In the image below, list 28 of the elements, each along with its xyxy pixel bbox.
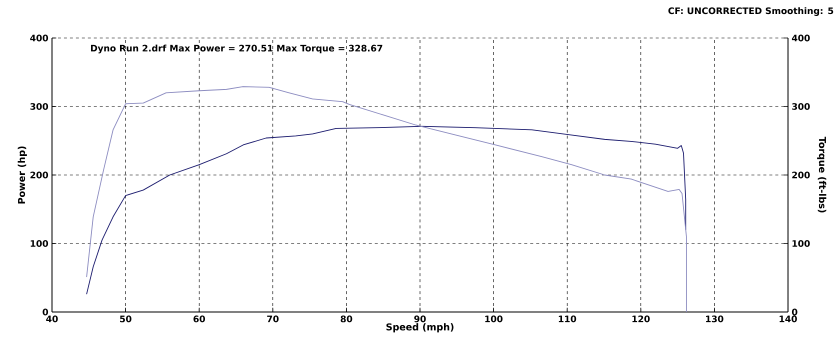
x-tick-label: 40 <box>46 316 58 322</box>
y-tick-label: 400 <box>30 34 48 42</box>
x-tick-label: 50 <box>120 316 132 322</box>
annotation: Dyno Run 2.drf Max Power = 270.51 Max Torque = 328.67 <box>91 44 382 54</box>
x-tick-label: 80 <box>340 316 352 322</box>
x-tick-label: 70 <box>267 316 279 322</box>
x-tick-label: 90 <box>414 316 426 322</box>
line-series <box>86 126 686 295</box>
x-tick-label: 60 <box>194 316 206 322</box>
y-tick-label: 100 <box>30 240 48 247</box>
y2-tick-label: 400 <box>792 34 810 42</box>
y2-tick-label: 200 <box>792 172 810 178</box>
y2-axis-title: Torque (ft-lbs) <box>817 136 826 212</box>
y-tick-label: 0 <box>42 308 48 316</box>
x-tick-label: 100 <box>485 316 503 322</box>
y2-tick-label: 100 <box>792 240 810 247</box>
x-tick-label: 120 <box>632 316 650 322</box>
y-axis-title: Power (hp) <box>18 146 27 204</box>
text: CF: UNCORRECTED Smoothing: 5 <box>668 7 834 16</box>
line-series <box>86 86 687 312</box>
x-axis-title: Speed (mph) <box>386 323 454 332</box>
x-tick-label: 140 <box>780 316 797 322</box>
y2-tick-label: 300 <box>792 103 810 110</box>
x-tick-label: 110 <box>558 316 576 322</box>
y2-tick-label: 0 <box>792 308 798 316</box>
x-tick-label: 130 <box>706 316 724 322</box>
y-tick-label: 200 <box>30 172 48 178</box>
y-tick-label: 300 <box>30 103 48 110</box>
